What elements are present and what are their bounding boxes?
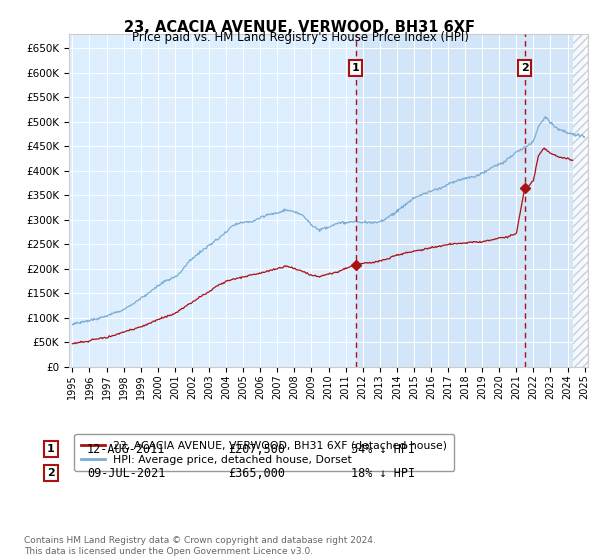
Text: 18% ↓ HPI: 18% ↓ HPI (351, 466, 415, 480)
Text: 1: 1 (352, 63, 359, 73)
Text: 23, ACACIA AVENUE, VERWOOD, BH31 6XF: 23, ACACIA AVENUE, VERWOOD, BH31 6XF (125, 20, 476, 35)
Text: 1: 1 (47, 444, 55, 454)
Text: 34% ↓ HPI: 34% ↓ HPI (351, 442, 415, 456)
Bar (572, 34, 588, 367)
Text: Contains HM Land Registry data © Crown copyright and database right 2024.
This d: Contains HM Land Registry data © Crown c… (24, 536, 376, 556)
Text: Price paid vs. HM Land Registry's House Price Index (HPI): Price paid vs. HM Land Registry's House … (131, 31, 469, 44)
Text: £207,500: £207,500 (228, 442, 285, 456)
Text: 2: 2 (47, 468, 55, 478)
Text: 2: 2 (521, 63, 529, 73)
Text: £365,000: £365,000 (228, 466, 285, 480)
Text: 09-JUL-2021: 09-JUL-2021 (87, 466, 166, 480)
Bar (356, 34, 572, 367)
Legend: 23, ACACIA AVENUE, VERWOOD, BH31 6XF (detached house), HPI: Average price, detac: 23, ACACIA AVENUE, VERWOOD, BH31 6XF (de… (74, 434, 454, 471)
Text: 12-AUG-2011: 12-AUG-2011 (87, 442, 166, 456)
